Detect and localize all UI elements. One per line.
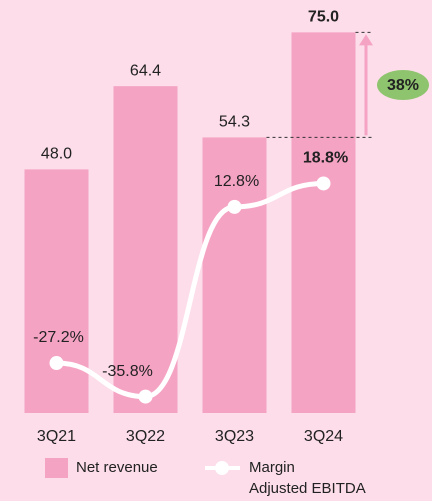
annotation-text: 38% bbox=[387, 77, 419, 94]
bar bbox=[202, 137, 267, 414]
legend-label: Net revenue bbox=[76, 459, 158, 476]
x-tick-label: 3Q23 bbox=[215, 428, 254, 445]
margin-value-label: -35.8% bbox=[102, 363, 153, 380]
bar-value-label: 54.3 bbox=[219, 114, 250, 131]
bar bbox=[291, 32, 356, 413]
bar bbox=[24, 169, 89, 413]
margin-value-label: -27.2% bbox=[33, 329, 84, 346]
legend-swatch bbox=[45, 458, 68, 478]
bar-value-label: 75.0 bbox=[308, 9, 339, 26]
margin-point bbox=[227, 199, 242, 214]
bar-value-label: 48.0 bbox=[41, 146, 72, 163]
bar bbox=[113, 86, 178, 414]
legend-dot bbox=[215, 461, 229, 475]
growth-arrowhead bbox=[359, 34, 373, 46]
margin-point bbox=[316, 176, 331, 191]
x-tick-label: 3Q22 bbox=[126, 428, 165, 445]
margin-value-label: 18.8% bbox=[303, 150, 348, 167]
margin-value-label: 12.8% bbox=[214, 173, 259, 190]
margin-line bbox=[56, 180, 324, 400]
annotation-badge bbox=[377, 70, 429, 100]
bar-value-label: 64.4 bbox=[130, 62, 161, 79]
legend-label: Margin Adjusted EBITDA bbox=[249, 459, 366, 497]
margin-point bbox=[138, 389, 153, 404]
x-tick-label: 3Q24 bbox=[304, 428, 343, 445]
margin-point bbox=[49, 356, 64, 371]
x-tick-label: 3Q21 bbox=[37, 428, 76, 445]
